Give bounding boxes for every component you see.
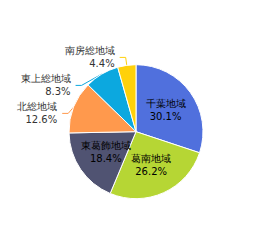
svg-text:30.1%: 30.1% (150, 111, 182, 122)
svg-text:南房総地域: 南房総地域 (65, 45, 115, 56)
svg-text:18.4%: 18.4% (90, 153, 122, 164)
svg-text:北総地域: 北総地域 (17, 101, 57, 112)
svg-text:4.4%: 4.4% (89, 58, 114, 69)
svg-text:東葛飾地域: 東葛飾地域 (81, 140, 131, 151)
svg-text:東上総地域: 東上総地域 (21, 73, 71, 84)
svg-text:26.2%: 26.2% (135, 166, 167, 177)
svg-text:8.3%: 8.3% (45, 86, 70, 97)
svg-text:葛南地域: 葛南地域 (131, 153, 171, 164)
svg-text:千葉地域: 千葉地域 (146, 98, 186, 109)
svg-text:12.6%: 12.6% (25, 114, 57, 125)
